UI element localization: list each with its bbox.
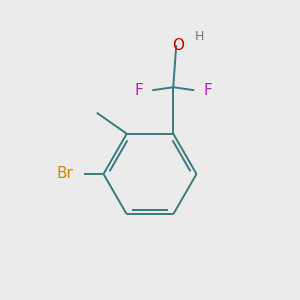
Text: H: H [194, 30, 204, 43]
Text: F: F [134, 83, 143, 98]
Text: O: O [172, 38, 184, 53]
Text: F: F [203, 83, 212, 98]
Text: Br: Br [57, 167, 74, 182]
